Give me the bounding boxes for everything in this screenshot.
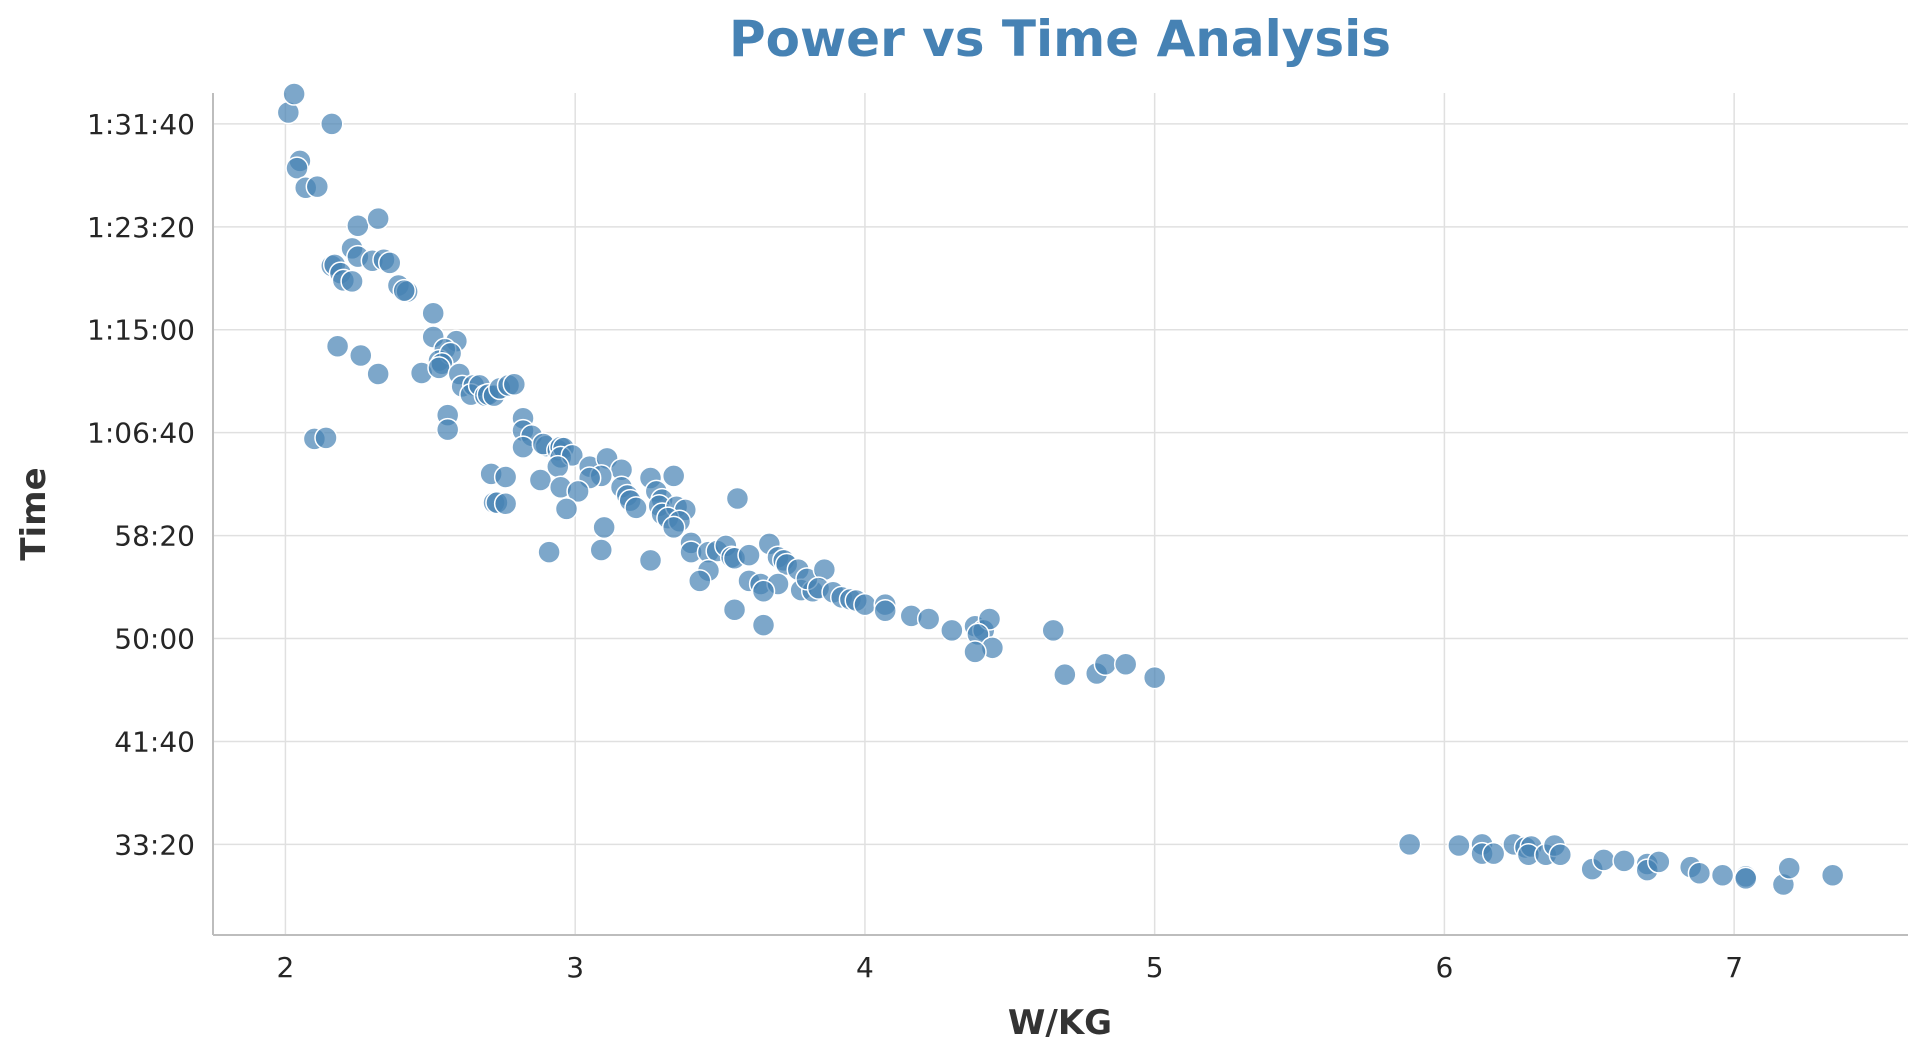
- data-point: [1612, 849, 1636, 873]
- data-point: [421, 301, 445, 326]
- data-point: [722, 597, 747, 622]
- data-point: [624, 496, 648, 520]
- data-point: [1820, 863, 1845, 888]
- data-point: [502, 372, 527, 397]
- data-points: [276, 82, 1845, 897]
- data-point: [1397, 832, 1422, 857]
- data-point: [349, 343, 373, 368]
- x-axis-label: W/KG: [1008, 1003, 1112, 1043]
- x-tick-label: 2: [277, 951, 295, 984]
- data-point: [873, 599, 897, 623]
- grid-lines: [213, 93, 1908, 935]
- data-point: [1113, 652, 1138, 677]
- x-tick-label: 3: [566, 951, 584, 984]
- data-point: [1481, 841, 1506, 866]
- data-point: [638, 548, 663, 573]
- x-tick-label: 5: [1146, 951, 1164, 984]
- data-point: [305, 174, 330, 199]
- y-tick-label: 1:31:40: [87, 108, 195, 141]
- data-point: [1548, 842, 1573, 867]
- y-tick-label: 58:20: [114, 520, 195, 553]
- data-point: [427, 356, 451, 380]
- data-point: [320, 112, 344, 136]
- data-point: [282, 82, 306, 106]
- x-tick-label: 7: [1725, 951, 1743, 984]
- data-point: [537, 540, 561, 564]
- data-point: [493, 465, 518, 489]
- x-tick-label: 6: [1435, 951, 1453, 984]
- data-point: [853, 592, 877, 617]
- data-point: [392, 278, 416, 303]
- y-tick-label: 1:06:40: [87, 417, 195, 450]
- data-point: [366, 362, 390, 386]
- data-point: [1687, 861, 1712, 885]
- tick-labels: 2 3 4 5 6 7 33:20 41:40 50:00 58:20 1:06:40 1:15:00…: [87, 108, 1743, 984]
- data-point: [592, 515, 616, 540]
- data-point: [493, 491, 518, 516]
- data-point: [916, 607, 941, 631]
- data-point: [1647, 850, 1671, 874]
- data-point: [314, 426, 338, 450]
- data-point: [566, 479, 590, 504]
- data-point: [377, 251, 402, 275]
- data-point: [661, 515, 686, 540]
- data-point: [1447, 833, 1471, 858]
- x-tick-label: 4: [856, 951, 874, 984]
- data-point: [688, 569, 712, 593]
- y-tick-label: 1:15:00: [87, 314, 195, 347]
- data-point: [940, 618, 964, 643]
- data-point: [285, 156, 309, 180]
- data-point: [589, 538, 614, 562]
- data-point: [963, 640, 987, 664]
- y-tick-label: 50:00: [114, 623, 195, 656]
- y-tick-label: 1:23:20: [87, 211, 195, 244]
- data-point: [366, 206, 390, 231]
- data-point: [1142, 665, 1167, 690]
- chart-title: Power vs Time Analysis: [729, 10, 1391, 68]
- data-point: [1041, 618, 1066, 643]
- data-point: [751, 579, 776, 603]
- data-point: [435, 417, 460, 442]
- data-point: [1053, 662, 1077, 687]
- data-point: [751, 613, 776, 637]
- y-tick-label: 33:20: [114, 828, 195, 861]
- data-point: [661, 464, 686, 488]
- y-axis-label: Time: [14, 467, 54, 560]
- data-point: [1733, 866, 1758, 891]
- data-point: [1592, 848, 1616, 872]
- data-point: [511, 435, 535, 459]
- data-point: [737, 543, 761, 567]
- axes: [212, 93, 1908, 936]
- data-point: [554, 497, 579, 521]
- data-point: [1777, 856, 1801, 880]
- data-point: [528, 468, 553, 492]
- data-point: [725, 486, 750, 511]
- data-point: [1710, 863, 1735, 888]
- data-point: [1093, 652, 1118, 677]
- data-point: [325, 334, 350, 358]
- y-tick-label: 41:40: [114, 725, 195, 758]
- data-point: [340, 269, 364, 294]
- data-point: [346, 214, 370, 238]
